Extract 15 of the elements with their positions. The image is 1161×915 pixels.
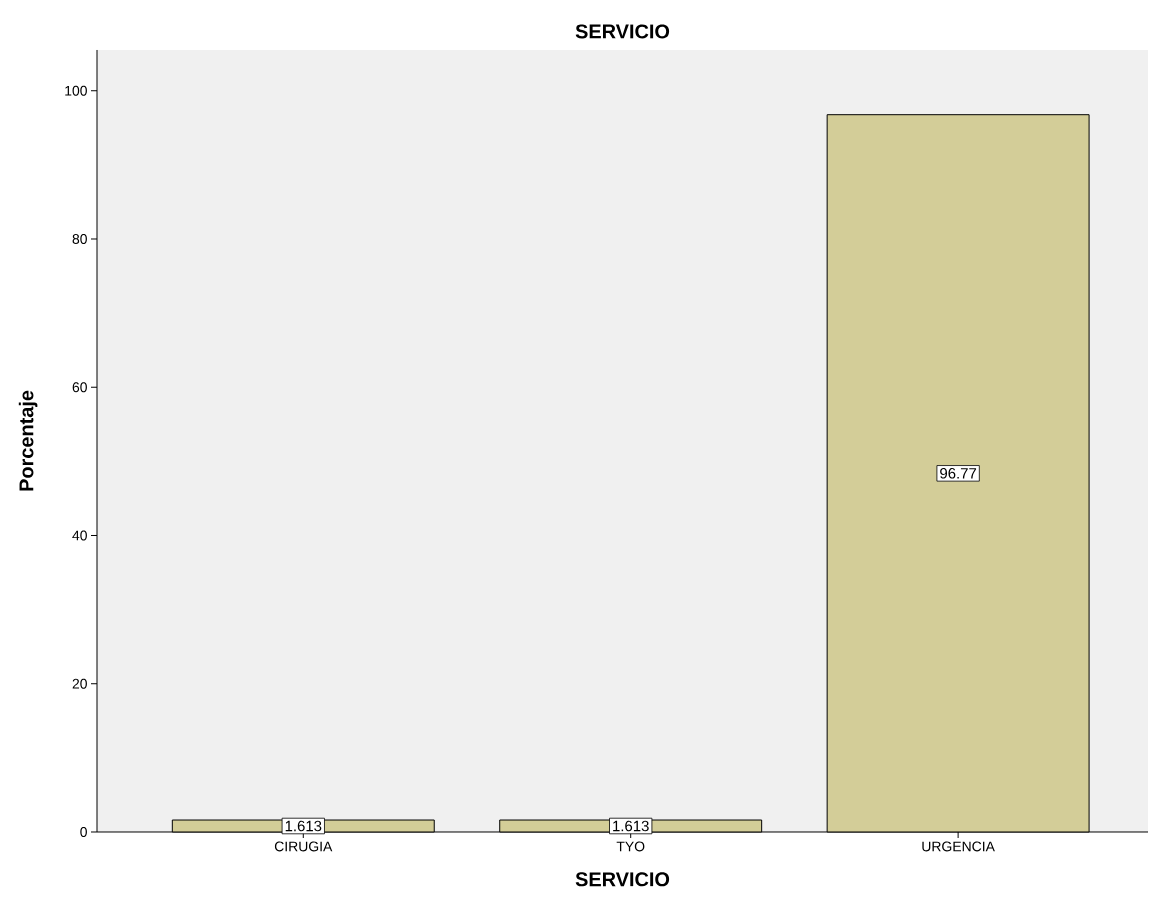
y-tick-label: 0 [80, 827, 87, 837]
x-tick-label: TYO [616, 841, 645, 852]
data-label: 1.613 [613, 820, 649, 832]
y-tick-label: 40 [72, 530, 87, 541]
y-tick-label: 80 [72, 234, 87, 244]
x-axis-title: SERVICIO [575, 872, 670, 887]
x-tick-label: URGENCIA [922, 841, 995, 852]
x-tick-label: CIRUGIA [274, 841, 333, 852]
data-label: 1.613 [285, 820, 322, 832]
chart-title: SERVICIO [575, 24, 670, 39]
y-tick-label: 100 [65, 85, 87, 96]
y-axis-title: Porcentaje [18, 390, 38, 491]
data-label: 96.77 [940, 468, 977, 479]
y-tick-label: 60 [72, 382, 87, 393]
y-tick-label: 20 [72, 678, 87, 689]
